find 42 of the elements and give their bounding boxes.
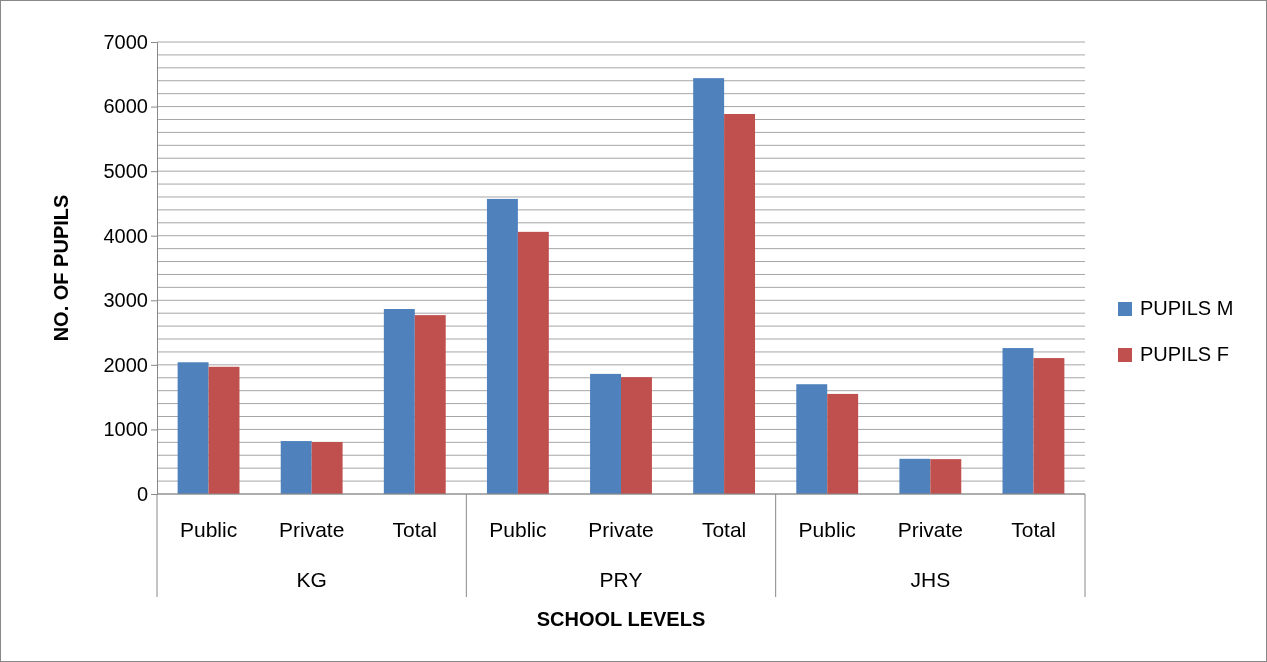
bar <box>383 309 415 494</box>
y-tick-label: 6000 <box>103 95 148 118</box>
bar <box>827 393 859 494</box>
bar <box>1002 348 1034 494</box>
x-tick-label: Private <box>588 518 654 541</box>
bar <box>517 231 549 494</box>
bar <box>724 114 756 494</box>
bar <box>796 384 828 494</box>
x-tick-label: Public <box>489 518 547 541</box>
y-tick-label: 5000 <box>103 160 148 183</box>
y-tick-label: 7000 <box>103 30 148 53</box>
text: JHS <box>910 568 951 591</box>
x-tick-label: Public <box>798 518 856 541</box>
bar <box>693 78 725 494</box>
y-tick-label: 4000 <box>103 224 148 247</box>
legend-label: PUPILS F <box>1140 343 1229 365</box>
x-axis-title: SCHOOL LEVELS <box>536 608 706 630</box>
y-tick-label: 2000 <box>103 353 148 376</box>
x-tick-label: Private <box>897 518 964 541</box>
bar <box>414 315 446 494</box>
bar <box>590 373 621 494</box>
bar <box>1033 358 1065 494</box>
legend-label: PUPILS M <box>1140 297 1234 319</box>
x-tick-label: Total <box>701 518 747 541</box>
bar <box>621 377 652 494</box>
y-tick-label: 1000 <box>103 418 148 441</box>
x-tick-label: Public <box>179 518 238 541</box>
bar <box>208 366 240 494</box>
text: PRY <box>599 568 643 591</box>
x-tick-label: Private <box>278 518 345 541</box>
y-tick-label: 0 <box>136 482 148 505</box>
bar <box>930 459 962 494</box>
bar <box>280 441 312 494</box>
bar <box>486 198 518 494</box>
y-axis-title: NO. OF PUPILS <box>50 194 72 342</box>
text: KG <box>296 568 327 591</box>
x-tick-label: Total <box>1011 518 1056 541</box>
bar <box>899 458 931 494</box>
bar <box>177 362 209 494</box>
y-tick-label: 3000 <box>103 289 148 312</box>
bar <box>311 442 343 494</box>
x-tick-label: Total <box>392 518 437 541</box>
